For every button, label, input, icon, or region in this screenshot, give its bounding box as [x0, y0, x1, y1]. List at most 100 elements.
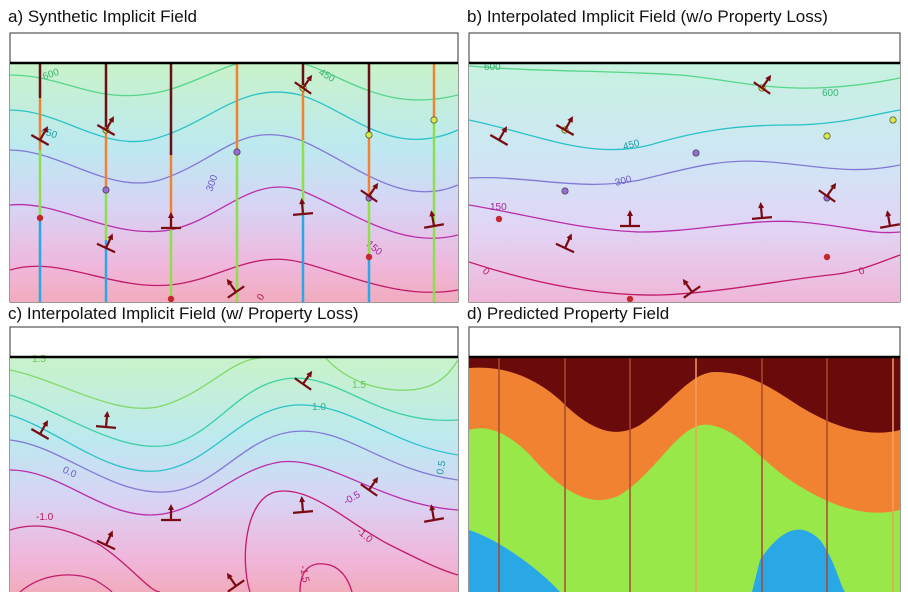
point: [233, 148, 241, 156]
contour-label: 1.5: [352, 380, 366, 391]
point: [889, 116, 897, 124]
panel-c: 1.5 1.5 1.0 0.5 0.0 -0.5 -1.0 -1.0 -1.5: [9, 326, 459, 592]
dip-symbol: [30, 420, 50, 440]
contour-label: -1.5: [297, 565, 311, 584]
point: [692, 149, 700, 157]
contour-1.5: [10, 357, 261, 409]
dip-symbol: [489, 126, 509, 146]
contour-label: 1.0: [312, 402, 326, 413]
contour-300: [469, 160, 900, 185]
contour-0: [469, 254, 900, 296]
dip-symbol: [753, 74, 772, 95]
panel-d: [468, 326, 901, 592]
panel-c-title: c) Interpolated Implicit Field (w/ Prope…: [8, 304, 359, 323]
point: [167, 295, 175, 303]
dip-symbol: [751, 202, 773, 220]
property-region-blue: [752, 529, 845, 592]
dip-symbol: [96, 233, 116, 254]
dip-symbol: [226, 278, 245, 299]
contour-1.0: [10, 377, 458, 447]
panel-c-field-background: [10, 357, 458, 592]
panel-c-contours: [10, 357, 458, 592]
dip-symbol: [360, 476, 379, 497]
contour-label: 150: [490, 202, 507, 213]
dip-symbol: [226, 572, 245, 592]
contour-label: 1.5: [32, 354, 46, 365]
point: [823, 132, 831, 140]
dip-symbol: [161, 212, 181, 230]
contour--1.0: [10, 525, 161, 592]
contour-label: -1.0: [36, 512, 54, 523]
point: [430, 116, 438, 124]
dip-symbol: [292, 496, 314, 514]
panel-a-dip-symbols: [30, 74, 445, 299]
point: [823, 253, 831, 261]
contour-600: [10, 63, 458, 101]
contour-450: [469, 109, 900, 151]
panel-a-wells: [38, 63, 436, 302]
dip-symbol: [682, 278, 701, 299]
panel-a: 600 450 300 150 0 450: [9, 32, 459, 303]
contour--1.0: [244, 490, 458, 592]
panel-c-dip-symbols: [30, 370, 445, 592]
contour-label: 0.5: [435, 459, 448, 475]
panel-b-title: b) Interpolated Implicit Field (w/o Prop…: [467, 7, 828, 26]
panel-d-property-field: [469, 357, 900, 592]
panel-b-dip-symbols: [489, 74, 901, 299]
dip-symbol: [294, 370, 313, 391]
dip-symbol: [294, 74, 313, 95]
point: [626, 295, 634, 303]
contour--1.5: [19, 574, 113, 592]
contour-300: [10, 133, 458, 193]
dip-symbol: [95, 411, 117, 429]
contour-0.5: [10, 404, 458, 472]
contour-600: [469, 65, 900, 89]
dip-symbol: [96, 530, 116, 551]
contour--1.5: [299, 563, 353, 592]
panel-d-title: d) Predicted Property Field: [467, 304, 670, 323]
dip-symbol: [96, 116, 116, 136]
panel-a-contours: [10, 63, 458, 293]
point: [561, 187, 569, 195]
contour-150: [469, 204, 900, 234]
contour-label: 0: [255, 292, 268, 303]
contour-450: [10, 91, 458, 143]
dip-symbol: [30, 126, 50, 146]
point: [36, 214, 44, 222]
point: [102, 186, 110, 194]
contour-1.5: [324, 357, 458, 391]
dip-symbol: [620, 210, 640, 228]
point: [495, 215, 503, 223]
contour-label: 0: [857, 265, 866, 277]
dip-symbol: [818, 182, 837, 203]
dip-symbol: [292, 198, 314, 216]
dip-symbol: [555, 116, 575, 136]
point: [365, 131, 373, 139]
dip-symbol: [879, 210, 901, 229]
dip-symbol: [423, 210, 445, 229]
contour-label: 450: [622, 138, 641, 153]
dip-symbol: [423, 504, 445, 523]
panel-b: 600 600 450 300 150 0 0: [468, 32, 901, 303]
panel-a-title: a) Synthetic Implicit Field: [8, 7, 197, 26]
panel-a-field-background: [10, 63, 458, 302]
dip-symbol: [360, 182, 379, 203]
dip-symbol: [555, 233, 575, 254]
panel-b-contours: [469, 65, 900, 296]
property-region-blue: [469, 530, 560, 592]
panel-a-points: [36, 84, 438, 303]
contour-150: [10, 186, 458, 239]
contour-label: 0.0: [61, 465, 79, 481]
contour-0: [10, 258, 458, 293]
property-well-traces: [498, 357, 894, 592]
contour-label: 300: [614, 174, 633, 189]
panel-b-contour-labels: 600 600 450 300 150 0 0: [480, 62, 867, 278]
dip-symbol: [161, 504, 181, 522]
contour--0.5: [10, 460, 458, 516]
panel-b-field-background: [469, 63, 900, 302]
contour-label: 0: [480, 266, 492, 278]
contour-0.0: [10, 430, 458, 493]
contour-label: 600: [822, 88, 839, 99]
point: [365, 253, 373, 261]
